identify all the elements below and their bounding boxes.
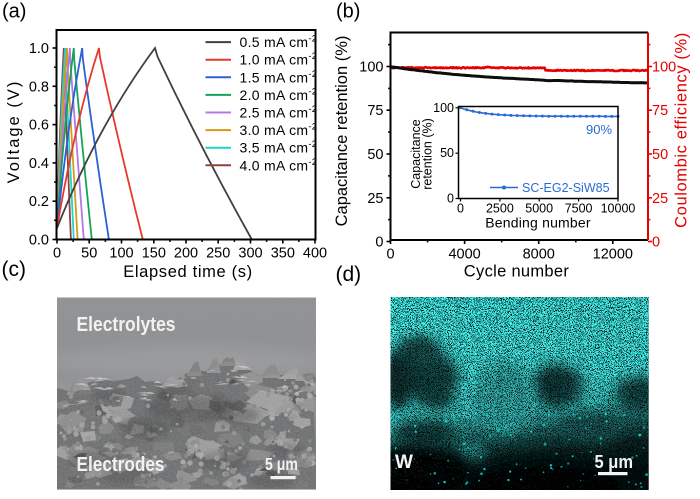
svg-text:10000: 10000 [601,202,636,216]
svg-text:100: 100 [433,101,454,115]
svg-text:0.2: 0.2 [29,194,49,210]
svg-text:0.0: 0.0 [29,233,49,249]
svg-text:350: 350 [271,246,295,262]
svg-text:90%: 90% [586,122,612,137]
svg-text:0: 0 [457,202,464,216]
svg-text:4.0 mA cm-2: 4.0 mA cm-2 [240,157,318,174]
svg-text:SC-EG2-SiW85: SC-EG2-SiW85 [522,181,610,195]
svg-text:0: 0 [386,247,394,263]
svg-text:5 μm: 5 μm [265,454,298,474]
svg-text:50: 50 [652,147,668,163]
svg-text:7500: 7500 [565,202,593,216]
svg-text:(d): (d) [336,263,362,286]
svg-text:Electrolytes: Electrolytes [77,313,176,336]
svg-text:(c): (c) [2,258,27,281]
svg-text:3.0 mA cm-2: 3.0 mA cm-2 [240,122,318,139]
svg-text:200: 200 [174,246,198,262]
svg-text:75: 75 [652,103,668,119]
svg-text:Electrodes: Electrodes [77,453,165,476]
svg-text:8000: 8000 [523,247,555,263]
svg-text:retention (%): retention (%) [421,118,435,190]
svg-text:0.6: 0.6 [29,118,49,134]
svg-text:1.0: 1.0 [29,41,49,57]
svg-text:50: 50 [367,147,383,163]
svg-text:Elapsed time (s): Elapsed time (s) [123,263,253,281]
svg-text:0.8: 0.8 [29,79,49,95]
svg-text:Coulombic efficiency (%): Coulombic efficiency (%) [673,32,691,228]
svg-text:2500: 2500 [486,202,514,216]
svg-text:100: 100 [109,246,133,262]
svg-text:50: 50 [440,146,454,160]
svg-text:1.5 mA cm-2: 1.5 mA cm-2 [240,69,318,86]
svg-text:3.5 mA cm-2: 3.5 mA cm-2 [240,139,318,156]
svg-text:Capacitance: Capacitance [409,119,423,189]
svg-text:0: 0 [652,235,660,251]
svg-text:250: 250 [206,246,230,262]
svg-text:300: 300 [238,246,262,262]
svg-text:4000: 4000 [448,247,480,263]
svg-text:75: 75 [367,103,383,119]
svg-text:0: 0 [447,192,454,206]
svg-text:50: 50 [81,246,97,262]
svg-text:Voltage (V): Voltage (V) [5,80,23,184]
svg-text:2.0 mA cm-2: 2.0 mA cm-2 [240,86,318,103]
svg-text:100: 100 [359,60,383,76]
svg-text:0: 0 [53,246,61,262]
svg-text:(a): (a) [2,1,26,23]
svg-text:(b): (b) [336,1,360,23]
svg-text:100: 100 [652,60,676,76]
svg-text:1.0 mA cm-2: 1.0 mA cm-2 [240,51,318,68]
svg-text:Bending number: Bending number [485,215,591,231]
svg-text:5000: 5000 [525,202,553,216]
svg-text:0: 0 [375,235,383,251]
svg-text:0.4: 0.4 [29,156,49,172]
svg-text:25: 25 [367,191,383,207]
svg-text:Capacitance retention (%): Capacitance retention (%) [333,36,351,227]
svg-text:2.5 mA cm-2: 2.5 mA cm-2 [240,104,318,121]
svg-text:5 μm: 5 μm [595,452,634,472]
svg-text:0.5 mA cm-2: 0.5 mA cm-2 [240,34,318,51]
svg-text:12000: 12000 [593,247,633,263]
svg-text:400: 400 [303,246,327,262]
svg-text:150: 150 [142,246,166,262]
svg-text:25: 25 [652,191,668,207]
svg-text:Cycle number: Cycle number [464,263,570,281]
svg-text:W: W [395,452,413,473]
